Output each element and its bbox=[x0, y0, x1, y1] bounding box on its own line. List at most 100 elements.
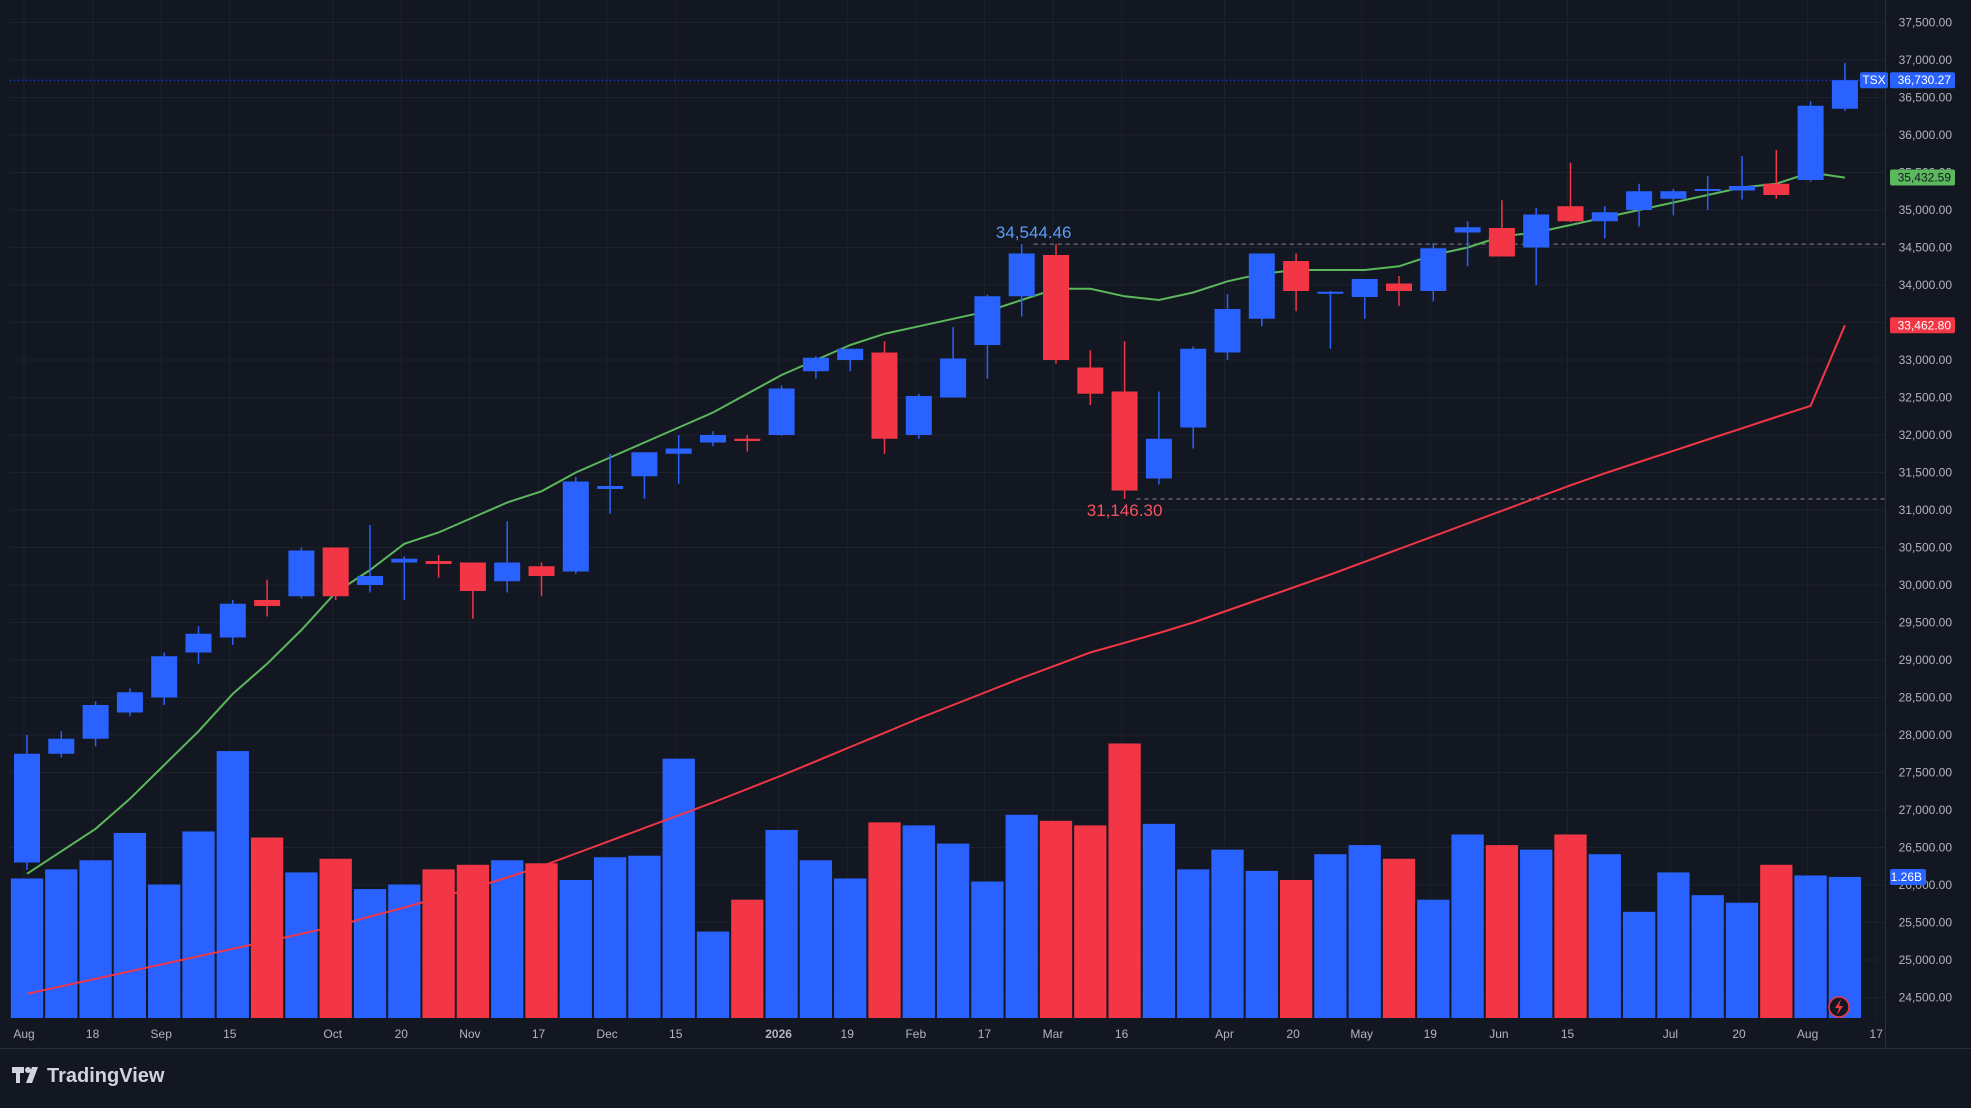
candle[interactable] bbox=[597, 453, 624, 514]
volume-bar bbox=[250, 837, 284, 1018]
candle[interactable] bbox=[1523, 207, 1550, 285]
candle[interactable] bbox=[151, 652, 178, 706]
x-tick-label: 15 bbox=[223, 1027, 237, 1041]
candle-body bbox=[905, 396, 932, 435]
y-tick-label: 29,500.00 bbox=[1899, 616, 1953, 630]
candle[interactable] bbox=[1317, 291, 1344, 349]
tradingview-logo[interactable]: TradingView bbox=[12, 1065, 165, 1087]
candle[interactable] bbox=[1694, 176, 1721, 210]
volume-bar bbox=[45, 869, 78, 1018]
candle[interactable] bbox=[1180, 346, 1207, 449]
candle-body bbox=[1145, 438, 1172, 479]
candle-body bbox=[1043, 255, 1069, 360]
candle[interactable] bbox=[185, 626, 212, 664]
candle[interactable] bbox=[322, 547, 349, 601]
candle[interactable] bbox=[425, 555, 452, 578]
candle[interactable] bbox=[1420, 243, 1447, 302]
candle-body bbox=[357, 576, 383, 585]
candle[interactable] bbox=[1660, 189, 1687, 216]
volume-bar bbox=[491, 860, 524, 1018]
candle[interactable] bbox=[940, 327, 967, 398]
candle[interactable] bbox=[116, 688, 143, 717]
ma-slow-tag-bg bbox=[1890, 317, 1955, 334]
volume-bar bbox=[1279, 879, 1313, 1018]
candle-layer[interactable] bbox=[14, 63, 1858, 870]
candle[interactable] bbox=[1797, 101, 1824, 182]
x-tick-label: 19 bbox=[841, 1027, 855, 1041]
candle[interactable] bbox=[357, 525, 383, 593]
y-tick-label: 36,500.00 bbox=[1899, 91, 1953, 105]
candle-body bbox=[1729, 186, 1755, 191]
candle[interactable] bbox=[1386, 276, 1412, 306]
candle[interactable] bbox=[1729, 156, 1755, 200]
lightning-icon[interactable] bbox=[1828, 996, 1850, 1018]
candle[interactable] bbox=[768, 385, 795, 436]
candle[interactable] bbox=[1283, 253, 1310, 312]
candle[interactable] bbox=[391, 556, 418, 601]
candle[interactable] bbox=[1454, 221, 1481, 267]
last-price-tag-bg bbox=[1890, 72, 1955, 89]
candle-body bbox=[528, 566, 555, 576]
candle[interactable] bbox=[1351, 279, 1378, 319]
time-axis[interactable]: Aug 18 Sep 15 Oct 20 Nov 17 Dec 15 2026 19 Feb 17 Mar 1… bbox=[0, 1027, 1971, 1049]
volume-bar bbox=[559, 879, 592, 1018]
candle[interactable] bbox=[631, 452, 658, 499]
candle[interactable] bbox=[1111, 341, 1138, 500]
candle-body bbox=[631, 452, 658, 477]
candle[interactable] bbox=[837, 348, 864, 372]
y-tick-label: 30,500.00 bbox=[1899, 541, 1953, 555]
candle[interactable] bbox=[1145, 391, 1172, 485]
candle[interactable] bbox=[459, 562, 486, 619]
volume-bar bbox=[868, 822, 901, 1018]
candle-body bbox=[425, 561, 452, 564]
candle[interactable] bbox=[700, 431, 726, 447]
y-tick-label: 26,500.00 bbox=[1899, 841, 1953, 855]
y-tick-label: 25,000.00 bbox=[1899, 953, 1953, 967]
volume-bar bbox=[971, 881, 1004, 1018]
volume-bar bbox=[731, 899, 764, 1018]
candle[interactable] bbox=[1248, 253, 1275, 327]
volume-bar bbox=[79, 860, 112, 1018]
candle[interactable] bbox=[1591, 206, 1618, 239]
candle[interactable] bbox=[905, 393, 932, 439]
candle[interactable] bbox=[1488, 200, 1515, 257]
candle[interactable] bbox=[288, 547, 315, 599]
level-lines bbox=[10, 79, 1885, 500]
candle[interactable] bbox=[562, 477, 589, 574]
candle[interactable] bbox=[1077, 350, 1104, 405]
candle[interactable] bbox=[734, 435, 761, 452]
volume-bar bbox=[628, 855, 661, 1018]
candle[interactable] bbox=[1557, 162, 1584, 222]
volume-bar bbox=[10, 878, 44, 1018]
x-tick-label: May bbox=[1350, 1027, 1373, 1041]
candle[interactable] bbox=[1626, 183, 1653, 227]
candle[interactable] bbox=[1763, 150, 1790, 199]
candle[interactable] bbox=[871, 341, 898, 454]
candle[interactable] bbox=[974, 294, 1001, 379]
candle-body bbox=[1420, 248, 1447, 291]
candle[interactable] bbox=[14, 735, 40, 870]
x-tick-label: Sep bbox=[151, 1027, 173, 1041]
volume-bar bbox=[1657, 872, 1690, 1018]
candle[interactable] bbox=[1008, 244, 1035, 317]
candle[interactable] bbox=[254, 579, 281, 617]
x-tick-label: 2026 bbox=[765, 1027, 792, 1041]
candle[interactable] bbox=[494, 521, 521, 593]
price-axis[interactable]: 37,500.0037,000.0036,500.0036,000.0035,5… bbox=[1885, 0, 1971, 1048]
candle[interactable] bbox=[665, 435, 692, 484]
candle[interactable] bbox=[1043, 244, 1069, 364]
candle-body bbox=[1557, 206, 1584, 222]
candle[interactable] bbox=[48, 731, 75, 758]
candle[interactable] bbox=[82, 701, 109, 747]
candle[interactable] bbox=[802, 356, 829, 379]
candle[interactable] bbox=[1214, 294, 1241, 360]
candle[interactable] bbox=[219, 600, 246, 645]
x-tick-label: 19 bbox=[1424, 1027, 1438, 1041]
candle-body bbox=[1660, 191, 1687, 199]
volume-bar bbox=[1760, 864, 1793, 1018]
candle-body bbox=[82, 705, 109, 739]
candle[interactable] bbox=[1831, 63, 1858, 111]
volume-layer bbox=[10, 743, 1862, 1018]
candle[interactable] bbox=[528, 562, 555, 597]
